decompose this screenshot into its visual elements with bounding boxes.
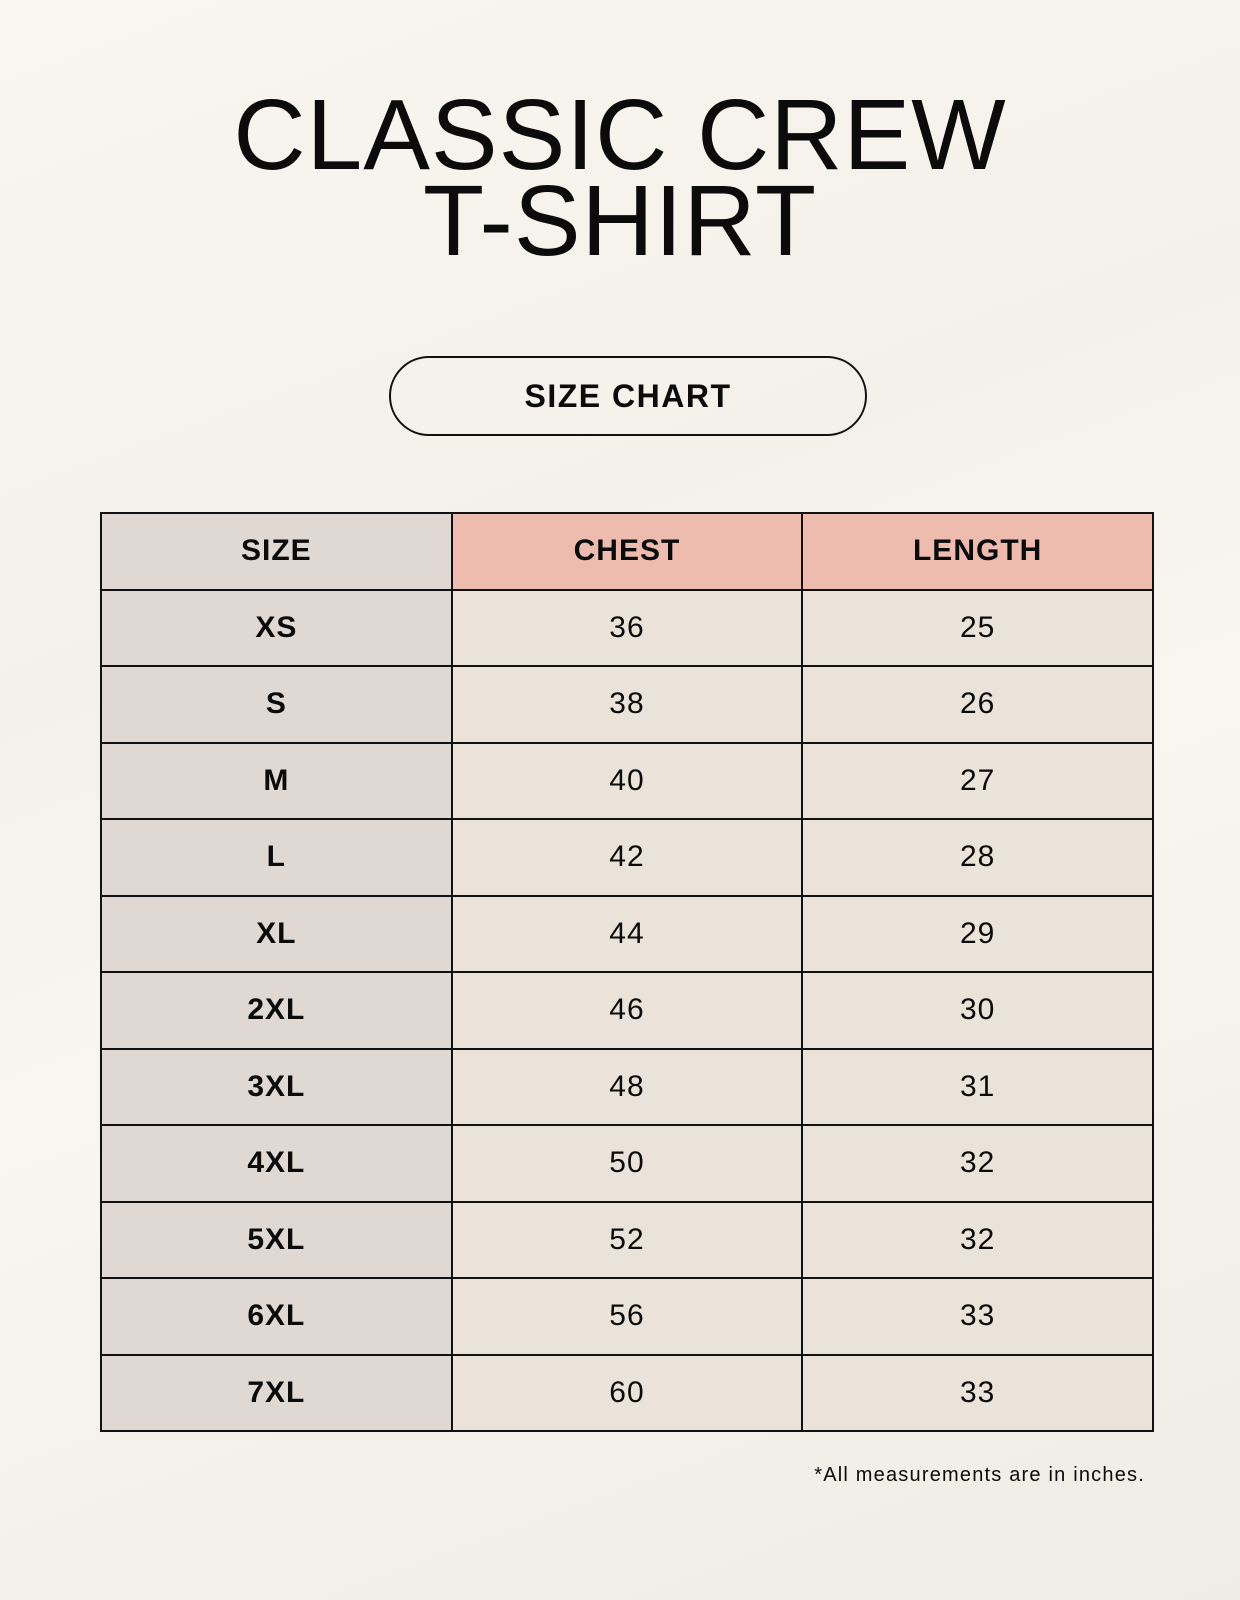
header-size: SIZE — [100, 512, 453, 591]
title-line-2: T-SHIRT — [422, 165, 818, 277]
cell-chest: 38 — [450, 665, 804, 744]
cell-length: 28 — [801, 818, 1154, 897]
cell-length: 27 — [801, 741, 1154, 820]
cell-size: 3XL — [100, 1047, 453, 1126]
cell-chest: 56 — [450, 1277, 804, 1356]
page-title: CLASSIC CREW T-SHIRT — [0, 79, 1240, 277]
cell-size: M — [100, 741, 453, 820]
title-line-1: CLASSIC CREW — [233, 79, 1007, 191]
cell-chest: 50 — [450, 1124, 804, 1203]
cell-length: 31 — [801, 1047, 1154, 1126]
table-row: S 38 26 — [100, 665, 1154, 744]
cell-size: XL — [100, 894, 453, 973]
table-row: 2XL 46 30 — [100, 971, 1154, 1050]
header-length: LENGTH — [801, 512, 1154, 591]
cell-size: 4XL — [100, 1124, 453, 1203]
cell-chest: 52 — [450, 1200, 804, 1279]
table-header-row: SIZE CHEST LENGTH — [100, 512, 1154, 591]
table-row: XS 36 25 — [100, 588, 1154, 667]
cell-length: 29 — [801, 894, 1154, 973]
table-row: XL 44 29 — [100, 894, 1154, 973]
size-chart-badge: SIZE CHART — [389, 356, 867, 436]
cell-length: 33 — [801, 1277, 1154, 1356]
cell-size: 2XL — [100, 971, 453, 1050]
table-row: 6XL 56 33 — [100, 1277, 1154, 1356]
table-row: 5XL 52 32 — [100, 1200, 1154, 1279]
cell-chest: 36 — [450, 588, 804, 667]
footnote: *All measurements are in inches. — [814, 1464, 1145, 1486]
cell-size: 6XL — [100, 1277, 453, 1356]
cell-size: L — [100, 818, 453, 897]
cell-chest: 42 — [450, 818, 804, 897]
cell-chest: 48 — [450, 1047, 804, 1126]
cell-length: 25 — [801, 588, 1154, 667]
header-chest: CHEST — [450, 512, 804, 591]
cell-length: 30 — [801, 971, 1154, 1050]
size-table: SIZE CHEST LENGTH XS 36 25 S 38 26 M 40 27 L 42 28 X… — [100, 512, 1154, 1432]
cell-size: S — [100, 665, 453, 744]
cell-length: 26 — [801, 665, 1154, 744]
cell-size: XS — [100, 588, 453, 667]
table-row: L 42 28 — [100, 818, 1154, 897]
cell-chest: 40 — [450, 741, 804, 820]
cell-chest: 60 — [450, 1353, 804, 1432]
cell-chest: 44 — [450, 894, 804, 973]
cell-length: 33 — [801, 1353, 1154, 1432]
cell-size: 5XL — [100, 1200, 453, 1279]
table-row: 3XL 48 31 — [100, 1047, 1154, 1126]
cell-length: 32 — [801, 1124, 1154, 1203]
table-row: M 40 27 — [100, 741, 1154, 820]
cell-length: 32 — [801, 1200, 1154, 1279]
table-row: 4XL 50 32 — [100, 1124, 1154, 1203]
cell-chest: 46 — [450, 971, 804, 1050]
cell-size: 7XL — [100, 1353, 453, 1432]
table-row: 7XL 60 33 — [100, 1353, 1154, 1432]
